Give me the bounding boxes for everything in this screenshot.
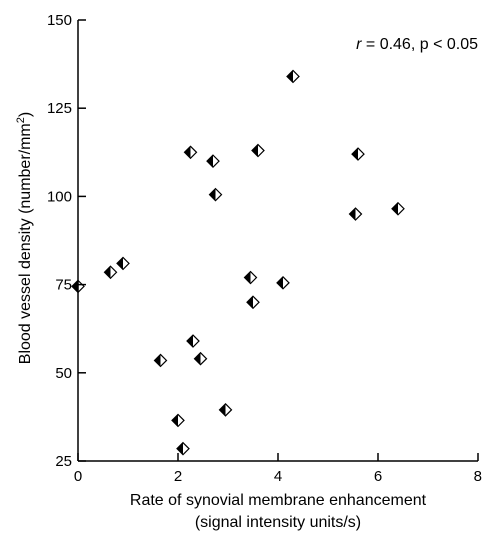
correlation-annotation: r = 0.46, p < 0.05: [356, 36, 478, 53]
y-ticks: 25 50 75 100 125 150: [47, 12, 86, 470]
y-tick-label: 125: [47, 100, 72, 117]
data-point: [351, 147, 365, 161]
data-point: [243, 270, 258, 285]
data-point: [218, 402, 233, 417]
data-point: [116, 256, 130, 271]
y-tick-label: 100: [47, 188, 72, 205]
x-tick-label: 8: [474, 468, 482, 485]
data-point: [348, 207, 363, 221]
data-point: [71, 279, 85, 294]
data-point: [246, 295, 260, 310]
data-point: [251, 143, 265, 158]
data-point: [153, 353, 168, 368]
y-axis-title: Blood vessel density (number/mm2): [15, 112, 34, 364]
data-point: [171, 413, 185, 428]
x-tick-label: 4: [274, 468, 282, 485]
y-tick-label: 25: [55, 453, 72, 470]
y-tick-label: 50: [55, 365, 72, 382]
y-tick-label: 150: [47, 12, 72, 29]
data-point: [391, 201, 405, 216]
x-axis-title-line2: (signal intensity units/s): [195, 514, 361, 531]
x-tick-label: 0: [74, 468, 82, 485]
x-tick-label: 6: [374, 468, 382, 485]
x-axis-title-line1: Rate of synovial membrane enhancement: [130, 492, 427, 509]
data-point: [103, 265, 118, 280]
x-ticks: 0 2 4 6 8: [74, 453, 482, 485]
data-points: [71, 69, 405, 456]
y-tick-label: 75: [55, 277, 72, 294]
data-point: [208, 187, 223, 202]
data-point: [183, 145, 198, 160]
data-point: [276, 275, 290, 290]
x-tick-label: 2: [174, 468, 182, 485]
data-point: [186, 334, 200, 348]
data-point: [206, 154, 220, 168]
data-point: [176, 441, 190, 456]
data-point: [286, 69, 300, 84]
data-point: [193, 351, 208, 366]
